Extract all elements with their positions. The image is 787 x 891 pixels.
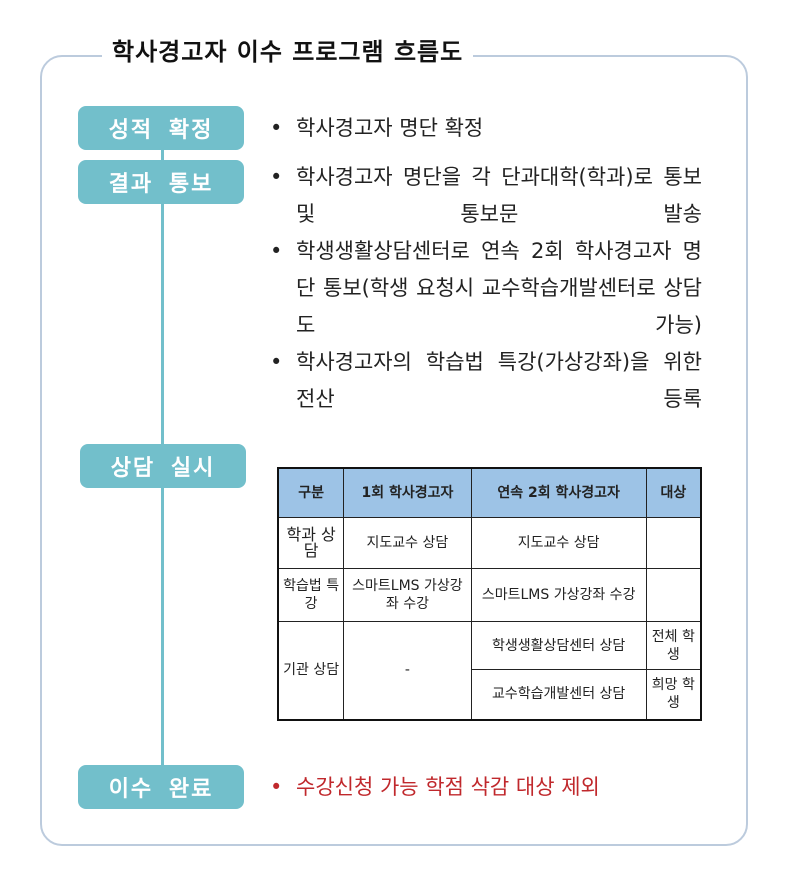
table-cell: 전체 학생 [645, 621, 702, 670]
step-completion: 이수 완료 [78, 765, 244, 809]
step-result-notice: 결과 통보 [78, 160, 244, 204]
table-cell: 교수학습개발센터 상담 [470, 669, 647, 720]
bullet-item: 학사경고자 명단 확정 [270, 110, 702, 147]
table-header-row: 구분 1회 학사경고자 연속 2회 학사경고자 대상 [277, 467, 702, 518]
counseling-table: 구분 1회 학사경고자 연속 2회 학사경고자 대상 학과 상담 지도교수 상담… [277, 467, 702, 721]
bullet-item: 학사경고자 명단을 각 단과대학(학과)로 통보 및 통보문 발송 [270, 159, 702, 233]
table-cell: 지도교수 상담 [343, 517, 472, 569]
table-cell: 지도교수 상담 [470, 517, 647, 569]
table-cell: 학생생활상담센터 상담 [470, 621, 647, 670]
table-cell [645, 568, 702, 622]
bullet-item: 학사경고자의 학습법 특강(가상강좌)을 위한 전산 등록 [270, 344, 702, 418]
table-row: 기관 상담 - 학생생활상담센터 상담 전체 학생 [277, 621, 702, 720]
header-cell: 연속 2회 학사경고자 [470, 467, 647, 518]
table-cell: 스마트LMS 가상강좌 수강 [470, 568, 647, 622]
step-counseling: 상담 실시 [80, 444, 246, 488]
table-cell: 스마트LMS 가상강좌 수강 [343, 568, 472, 622]
header-cell: 1회 학사경고자 [343, 467, 472, 518]
table-cell: 학습법 특강 [277, 568, 345, 622]
header-cell: 구분 [277, 467, 345, 518]
bullet-item: 학생생활상담센터로 연속 2회 학사경고자 명단 통보(학생 요청시 교수학습개… [270, 233, 702, 344]
bullet-item-highlight: 수강신청 가능 학점 삭감 대상 제외 [270, 769, 702, 806]
step-grade-confirm: 성적 확정 [78, 106, 244, 150]
table-row: 교수학습개발센터 상담 희망 학생 [278, 669, 702, 720]
page-title: 학사경고자 이수 프로그램 흐름도 [102, 34, 474, 70]
table-cell [645, 517, 702, 569]
table-cell: 기관 상담 [277, 621, 345, 720]
header-cell: 대상 [645, 467, 702, 518]
table-cell: 학과 상담 [277, 517, 345, 569]
table-cell: - [343, 621, 472, 720]
table-cell: 희망 학생 [645, 669, 702, 720]
table-row: 학과 상담 지도교수 상담 지도교수 상담 [277, 517, 702, 569]
table-row: 학습법 특강 스마트LMS 가상강좌 수강 스마트LMS 가상강좌 수강 [277, 568, 702, 622]
